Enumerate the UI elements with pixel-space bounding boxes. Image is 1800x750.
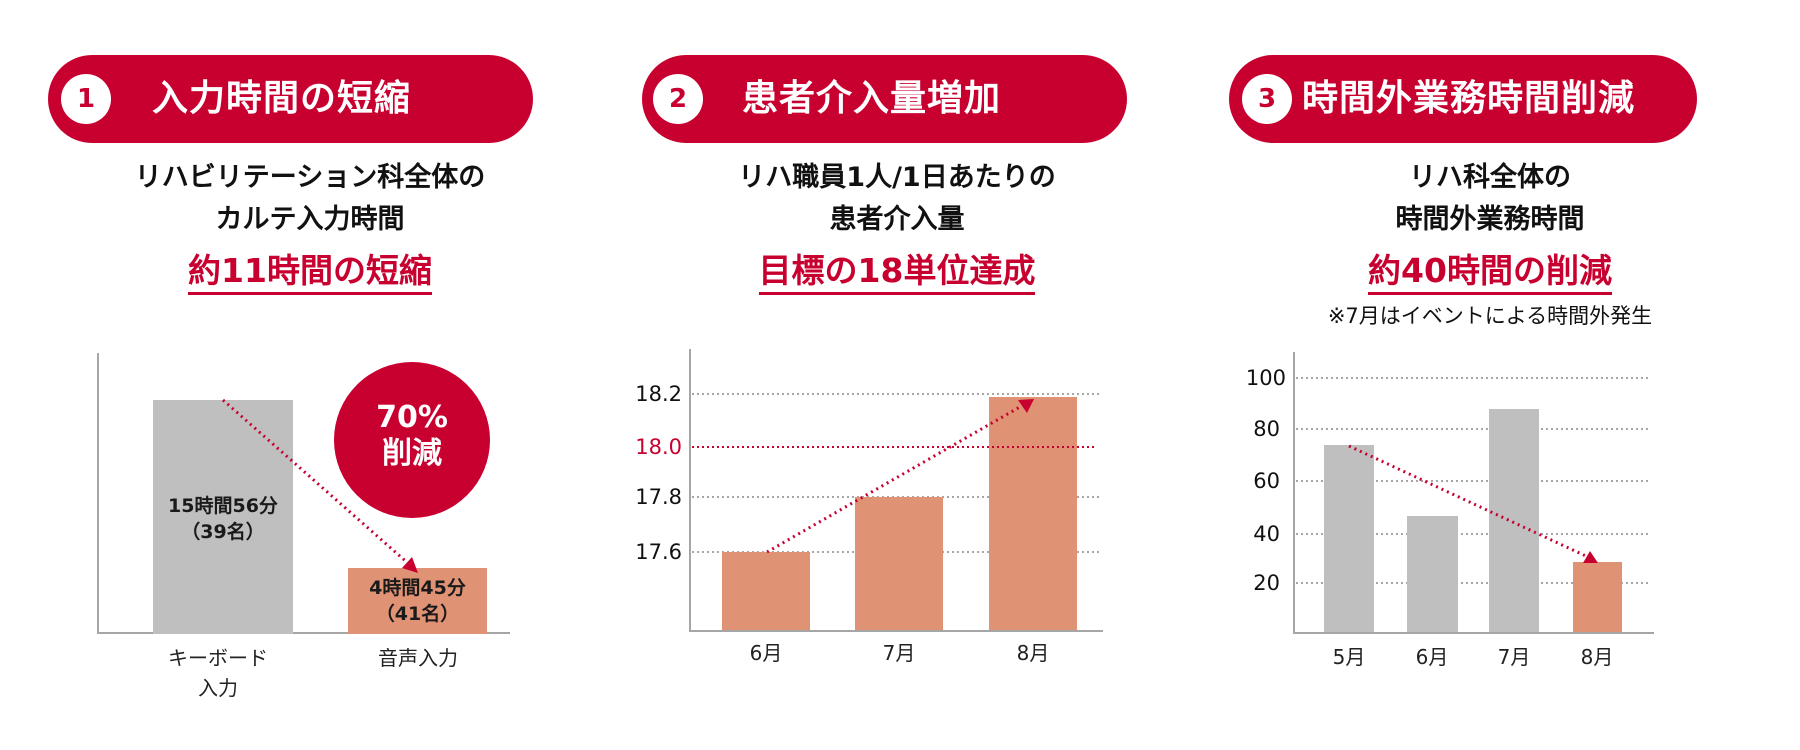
category-keyboard-line1: キーボード xyxy=(168,646,268,670)
category-keyboard-line2: 入力 xyxy=(198,676,238,700)
category-label: 8月 xyxy=(1016,641,1050,665)
bar-aug xyxy=(1573,562,1622,634)
bar-keyboard-count: （39名） xyxy=(181,521,265,543)
panel-2-header-badge: 2 患者介入量増加 xyxy=(642,55,1127,143)
panel-3-subtitle-line2: 時間外業務時間 xyxy=(1395,204,1585,235)
panel-3-highlight: 約40時間の削減 xyxy=(1210,250,1770,295)
panel-1-subtitle-line1: リハビリテーション科全体の xyxy=(134,162,486,193)
category-label: 7月 xyxy=(1497,645,1531,669)
trend-arrow xyxy=(1348,444,1589,559)
ytick: 18.2 xyxy=(635,382,682,406)
category-voice: 音声入力 xyxy=(343,643,493,673)
ytick: 100 xyxy=(1245,366,1286,390)
panel-1-subtitle-line2: カルテ入力時間 xyxy=(215,204,405,235)
bar-jun xyxy=(1407,516,1458,634)
bar-voice xyxy=(348,568,487,634)
panel-2-number-circle: 2 xyxy=(653,74,703,124)
ytick-target: 18.0 xyxy=(635,435,682,459)
panel-1-highlight: 約11時間の短縮 xyxy=(30,250,590,295)
category-keyboard: キーボード 入力 xyxy=(143,643,293,703)
panel-3-highlight-text: 約40時間の削減 xyxy=(1368,250,1612,295)
panel-2-highlight: 目標の18単位達成 xyxy=(617,250,1177,295)
category-label: 6月 xyxy=(1415,645,1449,669)
bar-keyboard xyxy=(153,400,293,634)
ytick: 17.8 xyxy=(635,485,682,509)
panel-2-subtitle-line2: 患者介入量 xyxy=(829,204,965,235)
panel-2-title: 患者介入量増加 xyxy=(742,78,1002,119)
bar-aug xyxy=(989,397,1077,631)
bar-jul xyxy=(855,497,943,631)
reduction-callout-circle xyxy=(334,362,490,518)
bar-keyboard-time: 15時間56分 xyxy=(168,495,278,517)
reduction-percent: 70% xyxy=(376,400,448,435)
panel-3-note: ※7月はイベントによる時間外発生 xyxy=(1327,304,1653,328)
panel-1-highlight-text: 約11時間の短縮 xyxy=(188,250,432,295)
bar-may xyxy=(1324,445,1374,634)
panel-3-header-badge: 3 時間外業務時間削減 xyxy=(1229,55,1697,143)
category-label: 8月 xyxy=(1580,645,1614,669)
bar-jun xyxy=(722,552,810,631)
ytick: 40 xyxy=(1253,522,1280,546)
panel-2-subtitle-line1: リハ職員1人/1日あたりの xyxy=(738,162,1056,193)
category-voice-line1: 音声入力 xyxy=(378,646,458,670)
ytick: 60 xyxy=(1253,469,1280,493)
panel-3-title: 時間外業務時間削減 xyxy=(1302,78,1636,119)
ytick: 80 xyxy=(1253,417,1280,441)
panel-1-header-badge: 1 入力時間の短縮 xyxy=(48,55,533,143)
panel-3-number-circle: 3 xyxy=(1242,74,1292,124)
panel-1-title: 入力時間の短縮 xyxy=(152,78,412,119)
reduction-callout: 70% 削減 xyxy=(334,400,490,472)
category-label: 5月 xyxy=(1332,645,1366,669)
panel-3-subtitle-line1: リハ科全体の xyxy=(1409,162,1571,193)
ytick: 20 xyxy=(1253,571,1280,595)
bar-voice-time: 4時間45分 xyxy=(369,577,466,599)
panel-1-number-circle: 1 xyxy=(61,74,111,124)
category-label: 7月 xyxy=(882,641,916,665)
bar-keyboard-value: 15時間56分 （39名） xyxy=(153,493,293,545)
trend-arrow xyxy=(766,402,1026,554)
bar-voice-value: 4時間45分 （41名） xyxy=(343,575,492,627)
ytick: 17.6 xyxy=(635,540,682,564)
reduction-label: 削減 xyxy=(382,436,442,471)
panel-2-highlight-text: 目標の18単位達成 xyxy=(758,250,1036,295)
category-label: 6月 xyxy=(749,641,783,665)
bar-voice-count: （41名） xyxy=(375,603,460,625)
